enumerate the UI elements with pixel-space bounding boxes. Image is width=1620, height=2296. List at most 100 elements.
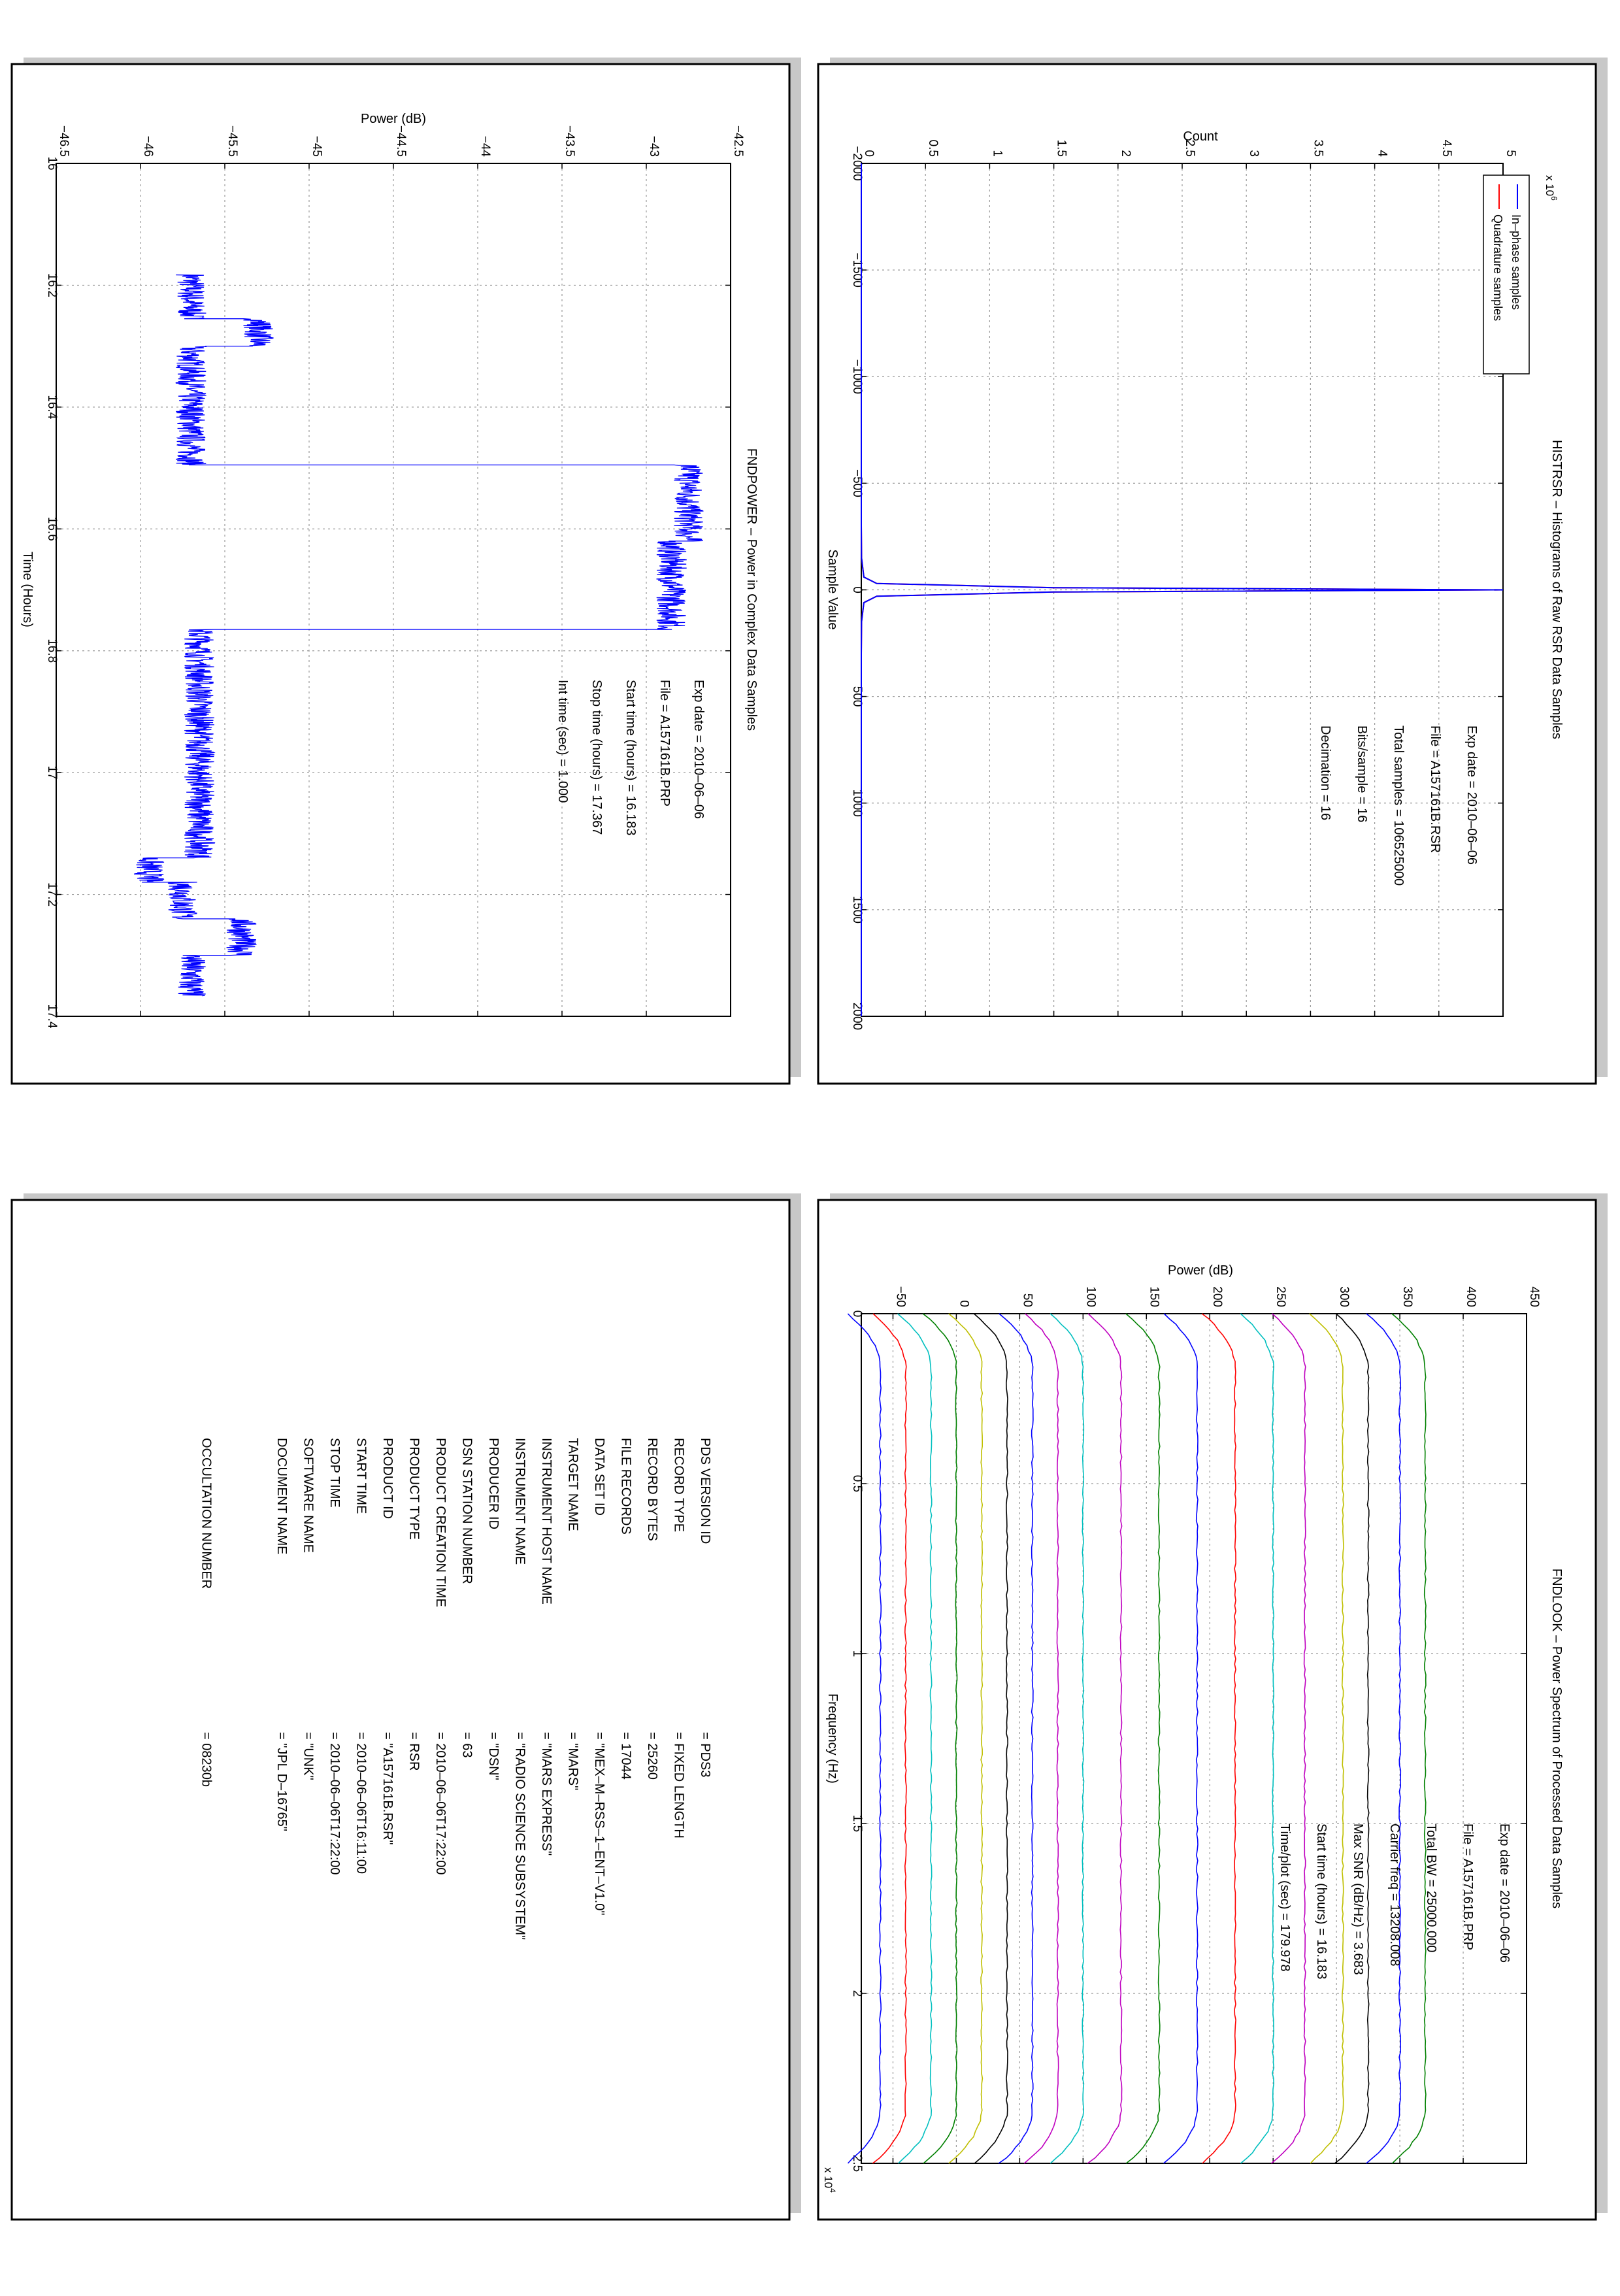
y-tick-label: 4.5: [1440, 140, 1453, 157]
pds-label-row: DSN STATION NUMBER = 63: [460, 1438, 474, 1757]
y-tick-label: 1.5: [1055, 140, 1068, 157]
histogram-annotation-line: Total samples = 106525000: [1391, 725, 1406, 886]
y-tick-label: 2: [1119, 150, 1132, 157]
pds-label-value: = "RADIO SCIENCE SUBSYSTEM": [513, 1732, 527, 1940]
legend-in-phase-label: In–phase samples: [1510, 214, 1523, 310]
pds-label-row: FILE RECORDS = 17044: [619, 1438, 633, 1780]
y-tick-label: −44.5: [394, 125, 408, 157]
spectrum-series-line: [998, 1313, 1034, 2164]
histogram-annotation-line: Bits/sample = 16: [1355, 725, 1369, 822]
spectrum-series-line: [897, 1313, 933, 2164]
spectrum-annotation-line: Exp date = 2010–06–06: [1497, 1823, 1512, 1963]
pds-label-row: START TIME = 2010–06–06T16:11:00: [354, 1438, 369, 1874]
x-tick-label: 2.5: [850, 2155, 864, 2172]
pds-label-value: = "DSN": [486, 1732, 501, 1780]
y-tick-label: 50: [1020, 1293, 1034, 1307]
pds-label-key: DATA SET ID: [592, 1438, 606, 1516]
pds-label-table: PDS VERSION ID = PDS3 RECORD TYPE = FIXED L…: [199, 1438, 713, 1940]
power-time-y-label: Power (dB): [361, 112, 426, 126]
pds-label-value: = RSR: [407, 1732, 422, 1771]
y-tick-label: 4: [1376, 150, 1389, 157]
pds-label-key: FILE RECORDS: [619, 1438, 633, 1535]
y-tick-label: −45: [310, 136, 323, 157]
x-tick-label: 0: [850, 586, 864, 593]
spectrum-series-line: [1334, 1313, 1370, 2164]
spectrum-annotation-line: Time/plot (sec) = 179.978: [1278, 1823, 1292, 1972]
x-tick-label: 1: [850, 1650, 864, 1657]
spectrum-series-line: [1391, 1313, 1427, 2164]
pds-label-key: TARGET NAME: [566, 1438, 580, 1531]
pds-label-key: START TIME: [354, 1438, 369, 1514]
spectrum-series-line: [1087, 1313, 1123, 2164]
x-tick-label: 16.6: [45, 517, 59, 541]
power-time-annotation-line: Stop time (hours) = 17.367: [589, 680, 604, 835]
power-series-line: [133, 274, 704, 997]
power-time-annotation-line: Start time (hours) = 16.183: [623, 680, 638, 835]
y-tick-label: 0: [862, 150, 876, 157]
y-tick-label: −45.5: [225, 125, 239, 157]
pds-label-value: = 2010–06–06T17:22:00: [433, 1732, 448, 1875]
pds-label-key: PDS VERSION ID: [698, 1438, 712, 1544]
pds-label-key: INSTRUMENT HOST NAME: [539, 1438, 554, 1605]
pds-label-row: STOP TIME = 2010–06–06T17:22:00: [327, 1438, 342, 1875]
power-time-series: [133, 274, 704, 997]
y-tick-label: 0: [957, 1300, 970, 1307]
x-tick-label: 17: [45, 766, 59, 780]
y-tick-label: 2.5: [1183, 140, 1197, 157]
histogram-grid: [861, 163, 1503, 1016]
spectrum-series-line: [1023, 1313, 1059, 2164]
spectrum-series-line: [1270, 1313, 1306, 2164]
x-tick-label: 17.4: [45, 1005, 59, 1029]
pds-label-panel: PDS VERSION ID = PDS3 RECORD TYPE = FIXED L…: [10, 1193, 801, 2221]
y-tick-label: −42.5: [731, 125, 745, 157]
histogram-y-ticks: 0 0.5 1 1.5 2 2.5 3 3.5 4 4.5 5: [861, 140, 1517, 1016]
x-tick-label: −1000: [850, 359, 864, 394]
pds-label-row: RECORD TYPE = FIXED LENGTH: [672, 1438, 686, 1838]
pds-label-key: PRODUCT ID: [380, 1438, 395, 1519]
y-tick-label: −46.5: [57, 125, 71, 157]
pds-label-row: INSTRUMENT HOST NAME = "MARS EXPRESS": [539, 1438, 554, 1855]
histogram-x-ticks: −2000 −1500 −1000 −500 0 500 1000 1500 2000: [850, 146, 1503, 1030]
power-time-annotation: Exp date = 2010–06–06 File = A157161B.PR…: [555, 680, 706, 835]
pds-label-key: PRODUCT CREATION TIME: [433, 1438, 448, 1607]
histogram-x-label: Sample Value: [825, 549, 840, 629]
y-tick-label: 150: [1147, 1286, 1161, 1307]
y-tick-label: 100: [1083, 1286, 1097, 1307]
x-tick-label: −500: [850, 469, 864, 497]
pds-label-value: = PDS3: [698, 1732, 712, 1777]
x-tick-label: 16.4: [45, 395, 59, 419]
x-tick-label: 1000: [850, 790, 864, 817]
pds-label-row: SOFTWARE NAME = "UNK": [301, 1438, 316, 1780]
pds-label-row: PRODUCER ID = "DSN": [486, 1438, 501, 1780]
spectrum-title: FNDLOOK – Power Spectrum of Processed Da…: [1549, 1569, 1564, 1908]
pds-label-row: INSTRUMENT NAME = "RADIO SCIENCE SUBSYSTE…: [513, 1438, 527, 1940]
y-tick-label: −46: [141, 136, 155, 157]
y-tick-label: 450: [1527, 1286, 1541, 1307]
spectrum-annotation-line: Carrier freq = 13208.008: [1387, 1823, 1402, 1966]
pds-label-key: RECORD TYPE: [672, 1438, 686, 1532]
pds-label-key: DOCUMENT NAME: [274, 1438, 289, 1555]
pds-label-key: INSTRUMENT NAME: [513, 1438, 527, 1565]
pds-label-value: = "MARS EXPRESS": [539, 1732, 554, 1855]
pds-label-value: = "UNK": [301, 1732, 316, 1780]
pds-label-value: = 25260: [645, 1732, 659, 1780]
y-tick-label: 5: [1504, 150, 1517, 157]
pds-label-value: = "MARS": [566, 1732, 580, 1790]
pds-label-value: = "JPL D–16765": [274, 1732, 289, 1831]
pds-label-key: SOFTWARE NAME: [301, 1438, 316, 1553]
pds-label-row: TARGET NAME = "MARS": [566, 1438, 580, 1790]
pds-label-value: = 2010–06–06T17:22:00: [327, 1732, 342, 1875]
x-tick-label: 0.5: [850, 1475, 864, 1492]
pds-label-value: = 2010–06–06T16:11:00: [354, 1732, 369, 1874]
x-tick-label: 17.2: [45, 882, 59, 907]
spectrum-series-line: [1125, 1313, 1161, 2164]
y-tick-label: 3: [1247, 150, 1261, 157]
spectrum-series-line: [1050, 1313, 1085, 2164]
y-tick-label: 250: [1274, 1286, 1287, 1307]
spectrum-series-line: [948, 1313, 984, 2164]
spectrum-series-line: [847, 1313, 882, 2164]
power-time-y-ticks: −46.5 −46 −45.5 −45 −44.5 −44 −43.5 −43 −42.5: [56, 125, 745, 1016]
spectrum-series-line: [1240, 1313, 1275, 2164]
spectrum-annotation-line: Start time (hours) = 16.183: [1314, 1823, 1329, 1979]
